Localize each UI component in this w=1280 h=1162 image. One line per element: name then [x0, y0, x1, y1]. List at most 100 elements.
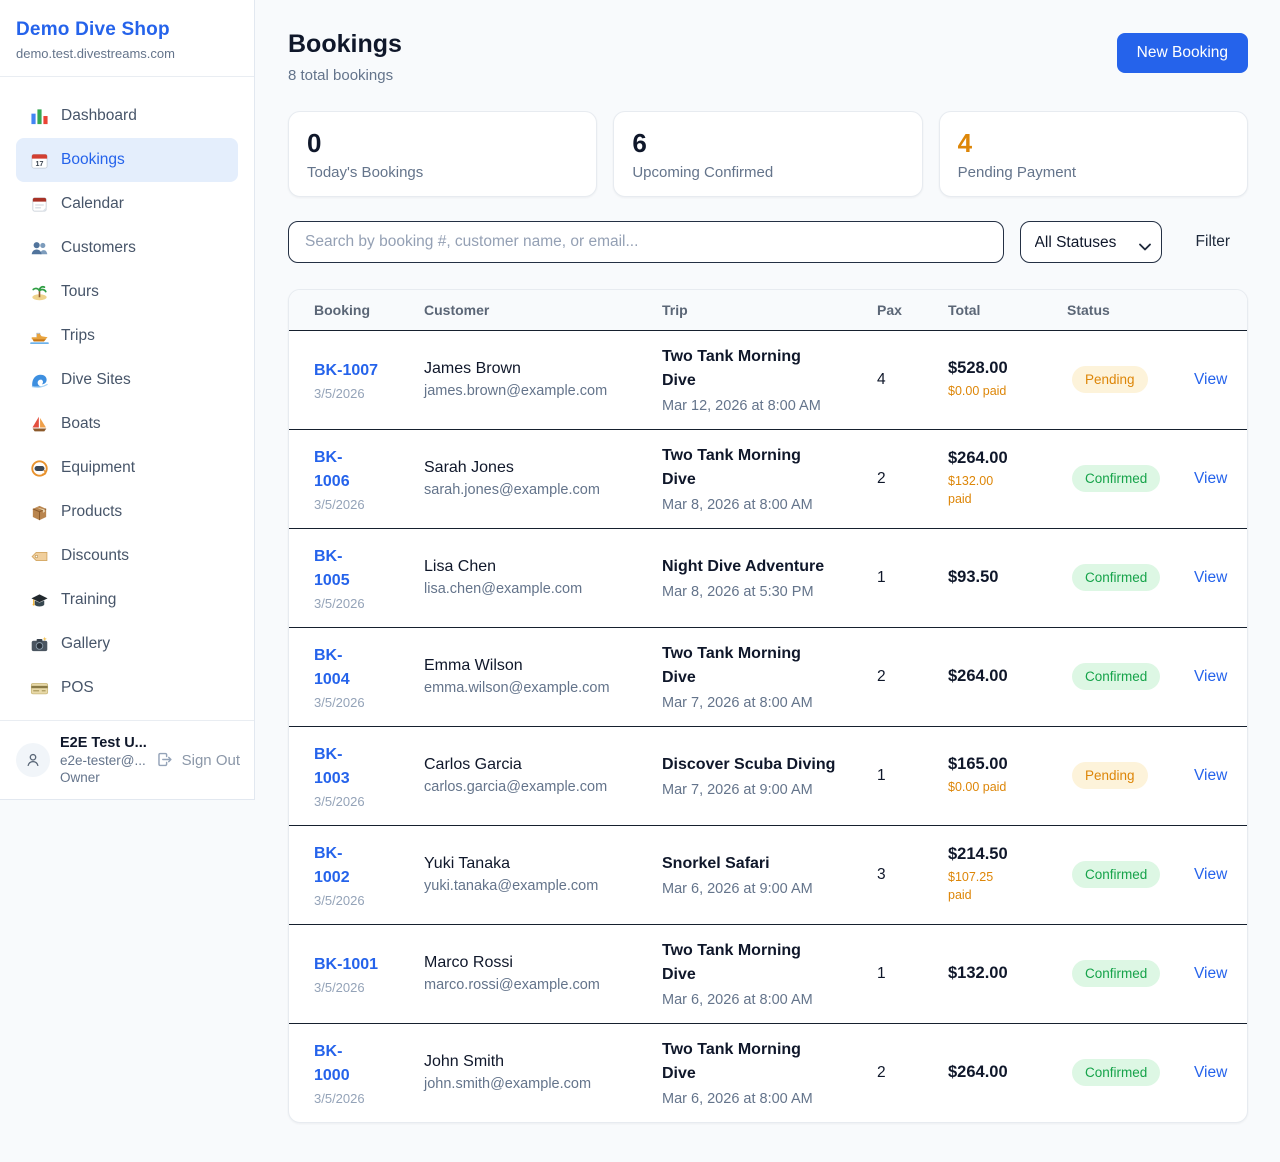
trip-name: Two Tank Morning Dive — [662, 942, 801, 983]
booking-date: 3/5/2026 — [314, 1090, 365, 1106]
paid-amount: $0.00 paid — [948, 779, 1007, 794]
booking-id-link[interactable]: BK-1001 — [314, 955, 379, 973]
sidebar-nav: Dashboard 17 Bookings Calendar Customers… — [0, 77, 254, 720]
view-link[interactable]: View — [1194, 766, 1228, 784]
trip-name: Two Tank Morning Dive — [662, 1041, 801, 1083]
stat-card-pending-payment: 4 Pending Payment — [938, 111, 1248, 197]
view-link[interactable]: View — [1194, 865, 1228, 883]
stat-card-upcoming-confirmed: 6 Upcoming Confirmed — [613, 111, 923, 197]
customer-name: Marco Rossi — [424, 954, 513, 971]
customer-name: Lisa Chen — [424, 558, 497, 575]
trip-name: Two Tank Morning Dive — [662, 447, 801, 488]
package-icon — [30, 503, 49, 522]
status-badge: Confirmed — [1072, 663, 1161, 690]
stat-value: 0 — [307, 128, 322, 158]
bookings-table: Booking Customer Trip Pax Total Status BK-100… — [289, 290, 1247, 1122]
view-link[interactable]: View — [1194, 370, 1228, 388]
sidebar-user-footer: E2E Test U... e2e-tester@... Owner Sign … — [0, 720, 254, 799]
sidebar-item-customers[interactable]: Customers — [16, 226, 238, 270]
column-header-customer: Customer — [424, 290, 662, 331]
island-icon — [30, 283, 49, 302]
sidebar-item-calendar[interactable]: Calendar — [16, 182, 238, 226]
main-content: Bookings 8 total bookings New Booking 0 … — [255, 0, 1280, 1123]
stat-label: Pending Payment — [957, 163, 1077, 181]
view-link[interactable]: View — [1194, 1063, 1228, 1081]
booking-id-link[interactable]: BK- 1006 — [314, 448, 350, 490]
pax-count: 3 — [877, 825, 948, 925]
sign-out-button[interactable]: Sign Out — [156, 751, 240, 770]
view-link[interactable]: View — [1194, 568, 1228, 586]
column-header-booking: Booking — [289, 290, 424, 331]
table-row: BK- 1002 3/5/2026 Yuki Tanaka yuki.tanaka… — [289, 825, 1247, 925]
table-row: BK- 1003 3/5/2026 Carlos Garcia carlos.ga… — [289, 726, 1247, 826]
sidebar-item-equipment[interactable]: Equipment — [16, 446, 238, 490]
booking-date: 3/5/2026 — [314, 793, 365, 809]
sidebar-item-dive-sites[interactable]: Dive Sites — [16, 358, 238, 402]
sidebar-item-gallery[interactable]: Gallery — [16, 622, 238, 666]
trip-name: Two Tank Morning Dive — [662, 645, 801, 686]
search-input[interactable] — [288, 221, 1004, 263]
booking-date: 3/5/2026 — [314, 979, 365, 995]
customer-email: emma.wilson@example.com — [424, 680, 610, 696]
status-filter-wrap: All Statuses — [1019, 221, 1162, 263]
sailboat-icon — [30, 415, 49, 434]
person-icon — [27, 753, 39, 767]
user-role: Owner — [60, 770, 100, 785]
camera-icon — [30, 635, 49, 654]
trip-datetime: Mar 7, 2026 at 9:00 AM — [662, 782, 813, 798]
trip-datetime: Mar 8, 2026 at 8:00 AM — [662, 497, 813, 513]
stat-card-today-s-bookings: 0 Today's Bookings — [288, 111, 598, 197]
booking-id-link[interactable]: BK- 1003 — [314, 745, 350, 787]
sidebar-item-products[interactable]: Products — [16, 490, 238, 534]
total-amount: $264.00 — [948, 1063, 1008, 1082]
customer-name: Emma Wilson — [424, 657, 523, 674]
sidebar-item-training[interactable]: Training — [16, 578, 238, 622]
status-filter-select[interactable]: All Statuses — [1019, 221, 1162, 263]
sidebar-item-dashboard[interactable]: Dashboard — [16, 94, 238, 138]
status-badge: Confirmed — [1072, 1059, 1161, 1087]
view-link[interactable]: View — [1194, 667, 1228, 685]
graduation-cap-icon — [30, 591, 49, 610]
booking-id-link[interactable]: BK- 1004 — [314, 646, 350, 688]
diving-mask-icon — [30, 459, 49, 478]
status-badge: Confirmed — [1072, 861, 1161, 888]
customer-email: sarah.jones@example.com — [424, 482, 600, 498]
new-booking-button[interactable]: New Booking — [1116, 33, 1248, 73]
trip-datetime: Mar 6, 2026 at 8:00 AM — [662, 992, 813, 1008]
filter-button[interactable]: Filter — [1178, 233, 1248, 251]
filter-row: All Statuses Filter — [288, 221, 1248, 263]
speedboat-icon — [30, 327, 49, 346]
sidebar-item-pos[interactable]: POS — [16, 666, 238, 710]
sidebar-item-tours[interactable]: Tours — [16, 270, 238, 314]
page-title: Bookings — [288, 30, 402, 58]
customer-name: Carlos Garcia — [424, 756, 522, 773]
view-link[interactable]: View — [1194, 964, 1228, 982]
svg-text:17: 17 — [36, 160, 44, 168]
customer-email: john.smith@example.com — [424, 1076, 592, 1093]
bookings-table-card: Booking Customer Trip Pax Total Status BK-100… — [288, 289, 1248, 1123]
booking-id-link[interactable]: BK-1007 — [314, 361, 379, 379]
table-row: BK- 1004 3/5/2026 Emma Wilson emma.wilson… — [289, 627, 1247, 727]
customer-name: Yuki Tanaka — [424, 855, 510, 872]
view-link[interactable]: View — [1194, 469, 1228, 487]
table-row: BK-1007 3/5/2026 James Brown james.brown… — [289, 330, 1247, 430]
column-header-actions — [1194, 290, 1247, 331]
sidebar-item-trips[interactable]: Trips — [16, 314, 238, 358]
wave-icon — [30, 371, 49, 390]
total-amount: $132.00 — [948, 964, 1008, 982]
booking-id-link[interactable]: BK- 1005 — [314, 547, 350, 589]
sidebar-item-boats[interactable]: Boats — [16, 402, 238, 446]
sign-out-label: Sign Out — [181, 751, 240, 769]
sidebar-item-bookings[interactable]: 17 Bookings — [16, 138, 238, 182]
sidebar-item-discounts[interactable]: Discounts — [16, 534, 238, 578]
stat-label: Upcoming Confirmed — [632, 163, 774, 181]
sign-out-icon — [156, 751, 175, 770]
booking-id-link[interactable]: BK- 1000 — [314, 1042, 350, 1084]
user-email: e2e-tester@... — [60, 753, 146, 768]
booking-id-link[interactable]: BK- 1002 — [314, 844, 350, 886]
pax-count: 2 — [877, 1063, 886, 1081]
status-badge: Confirmed — [1072, 960, 1161, 987]
customer-email: james.brown@example.com — [424, 383, 608, 399]
customer-email: carlos.garcia@example.com — [424, 779, 608, 795]
stat-value: 6 — [632, 128, 647, 158]
